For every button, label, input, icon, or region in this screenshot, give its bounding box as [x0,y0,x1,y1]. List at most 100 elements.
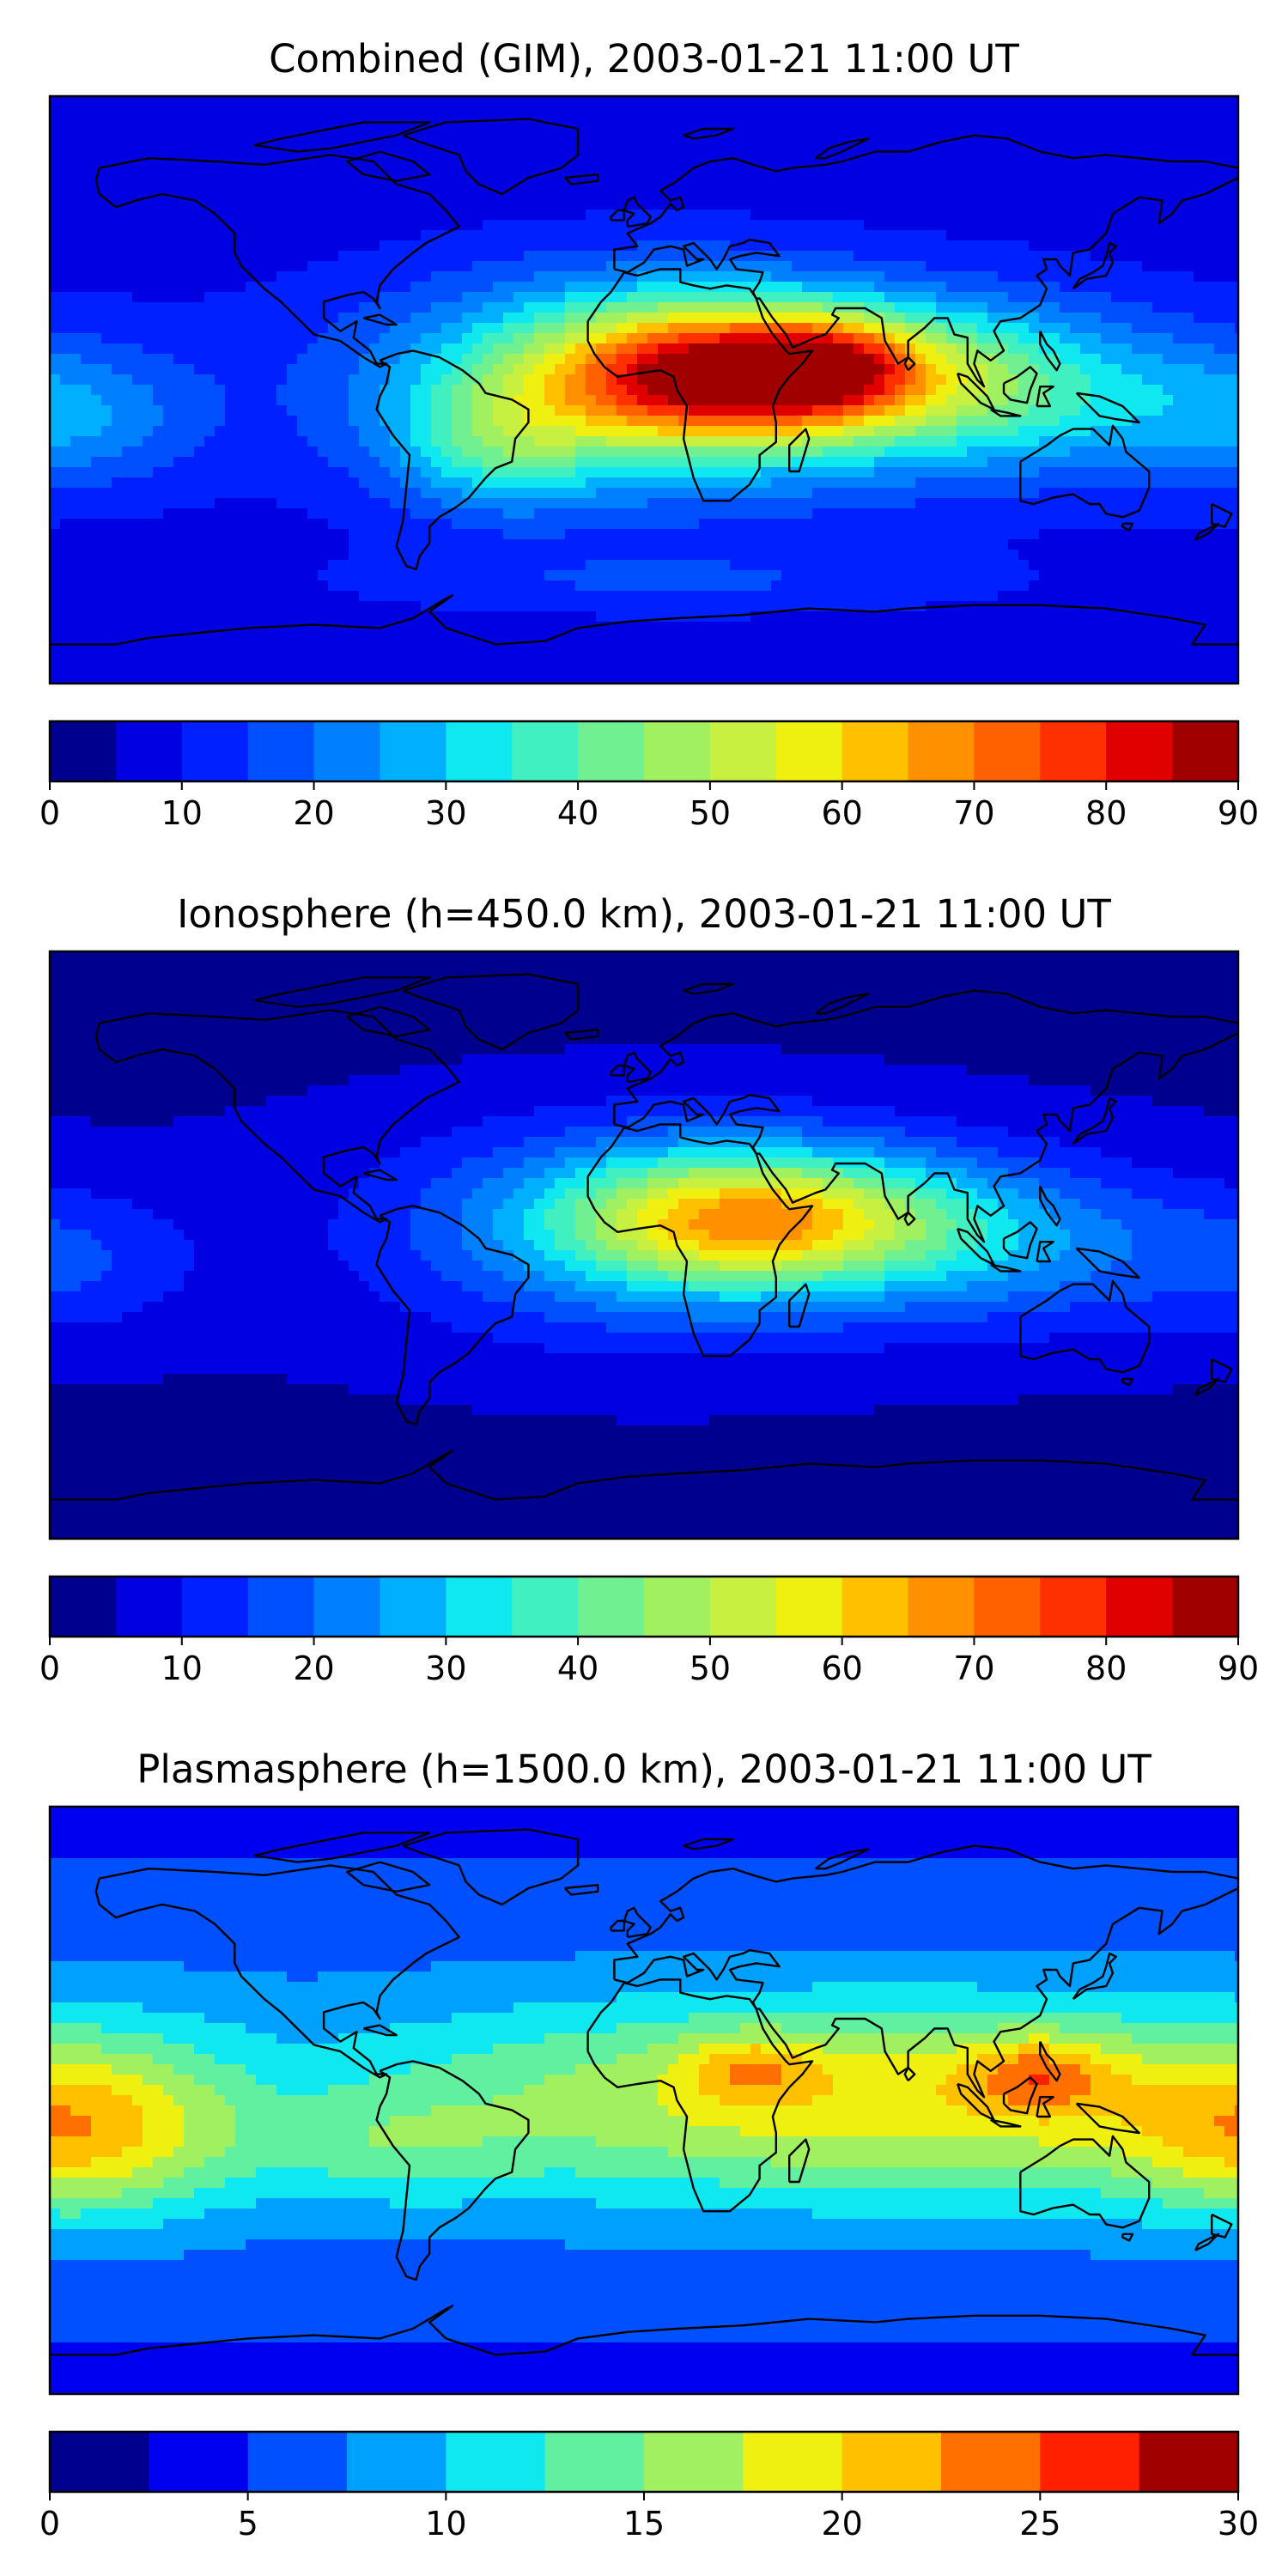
field-cell [936,179,947,190]
field-cell [864,282,875,293]
field-cell [957,416,968,427]
field-cell [1163,416,1174,427]
field-cell [390,508,401,519]
field-cell [503,529,514,540]
field-cell [1080,488,1091,499]
field-cell [874,271,885,283]
field-cell [122,96,133,107]
field-cell [987,498,999,509]
field-cell [194,106,205,118]
field-cell [606,374,617,386]
field-cell [802,323,813,334]
field-cell [699,477,710,489]
field-cell [658,385,669,396]
field-cell [1142,210,1153,221]
field-cell [998,467,1009,478]
field-cell [307,106,319,118]
field-cell [730,354,741,365]
field-cell [132,457,143,468]
field-cell [1060,447,1071,458]
field-cell [761,148,772,159]
field-cell [792,374,803,386]
field-cell [1080,137,1091,149]
field-cell [101,343,112,355]
field-cell [1080,395,1091,406]
field-cell [936,354,947,365]
field-cell [143,354,154,365]
field-cell [1163,302,1174,313]
field-cell [225,395,236,406]
field-cell [740,302,751,313]
field-cell [318,354,329,365]
field-cell [266,240,277,252]
field-cell [246,488,257,499]
field-cell [874,385,885,396]
field-cell [596,343,607,355]
field-cell [843,395,854,406]
field-cell [544,395,556,406]
field-cell [246,199,257,210]
field-cell [998,436,1009,447]
field-cell [957,148,968,159]
field-cell [81,323,92,334]
field-cell [91,354,102,365]
field-cell [1029,106,1040,118]
field-cell [957,323,968,334]
field-cell [472,168,483,179]
field-cell [101,313,112,324]
field-cell [215,498,226,509]
field-cell [936,199,947,210]
field-cell [709,343,720,355]
field-cell [1049,467,1060,478]
field-cell [823,498,834,509]
field-cell [307,498,319,509]
field-cell [122,498,133,509]
field-cell [287,189,298,200]
field-cell [81,395,92,406]
field-cell [689,189,700,200]
field-cell [843,447,854,458]
field-cell [266,364,277,375]
field-cell [957,477,968,489]
field-cell [555,447,566,458]
field-cell [70,498,82,509]
field-cell [781,261,793,272]
field-cell [60,230,71,241]
field-cell [1039,117,1050,128]
field-cell [81,426,92,437]
field-cell [70,477,82,489]
field-cell [936,519,947,530]
field-cell [50,251,61,262]
field-cell [483,457,494,468]
field-cell [369,457,380,468]
field-cell [544,323,556,334]
field-cell [1091,292,1102,303]
field-cell [720,405,731,416]
field-cell [524,106,535,118]
field-cell [1008,106,1019,118]
field-cell [1039,488,1050,499]
field-cell [101,519,112,530]
field-cell [410,508,422,519]
field-cell [513,343,525,355]
field-cell [369,210,380,221]
field-cell [586,251,597,262]
field-cell [792,529,803,540]
field-cell [204,354,216,365]
field-cell [678,179,690,190]
field-cell [60,426,71,437]
field-cell [1163,488,1174,499]
field-cell [173,230,185,241]
field-cell [1029,179,1040,190]
field-cell [225,313,236,324]
field-cell [617,168,628,179]
field-cell [544,210,556,221]
field-cell [60,251,71,262]
field-cell [781,498,793,509]
field-cell [112,251,123,262]
field-cell [122,323,133,334]
field-cell [441,333,453,344]
field-cell [307,374,319,386]
field-cell [740,106,751,118]
field-cell [792,395,803,406]
